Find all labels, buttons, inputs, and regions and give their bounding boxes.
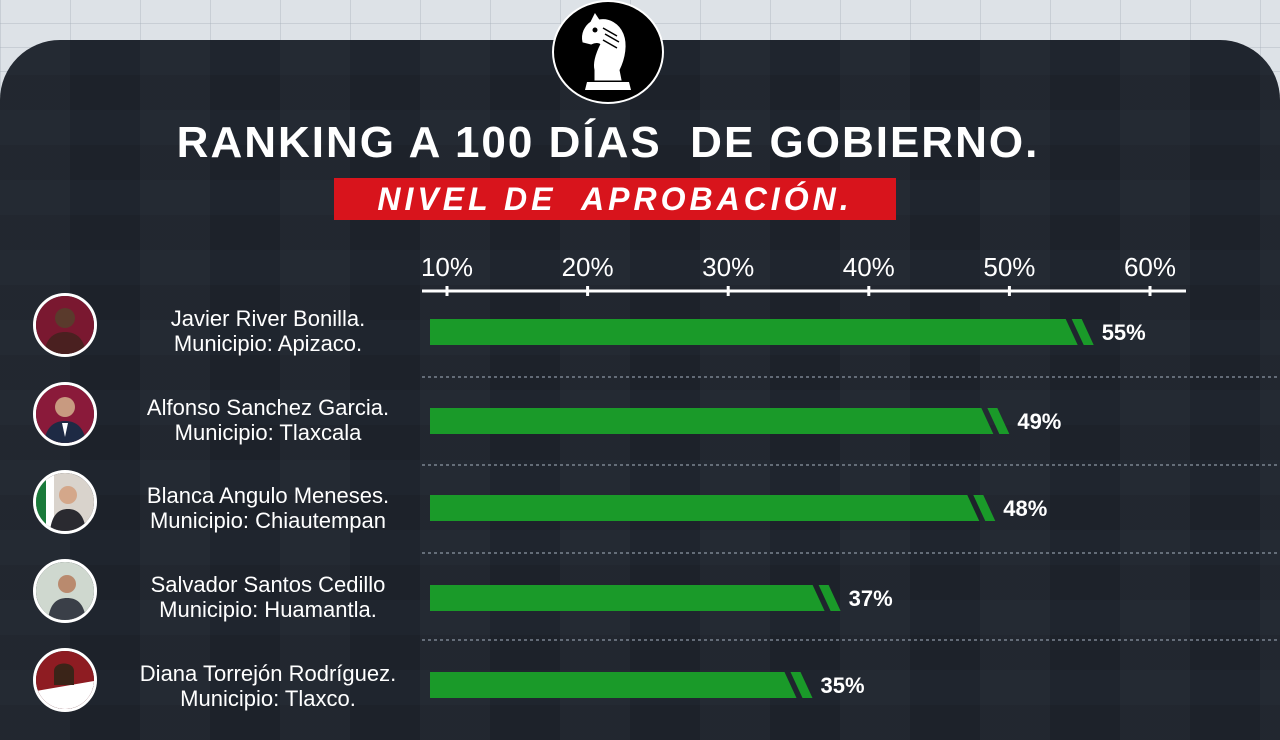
bar-value-label: 37% xyxy=(849,586,893,611)
approval-bar xyxy=(430,408,994,434)
page-title: RANKING A 100 DÍAS DE GOBIERNO. xyxy=(176,118,1040,167)
row-label-3: Blanca Angulo Meneses. Municipio: Chiaut… xyxy=(100,483,436,533)
person-avatar-icon xyxy=(36,296,94,354)
person-name: Alfonso Sanchez Garcia. xyxy=(146,395,390,420)
avatar-row-2 xyxy=(33,382,97,446)
bar-end-accent xyxy=(818,585,841,611)
bar-end-accent xyxy=(987,408,1010,434)
municipio-label: Municipio: Huamantla. xyxy=(159,597,377,622)
avatar-row-1 xyxy=(33,293,97,357)
bar-value-label: 49% xyxy=(1017,409,1061,434)
avatar-row-5 xyxy=(33,648,97,712)
approval-bar xyxy=(430,319,1078,345)
person-avatar-icon xyxy=(36,651,94,709)
bar-value-label: 48% xyxy=(1003,496,1047,521)
row-label-2: Alfonso Sanchez Garcia. Municipio: Tlaxc… xyxy=(100,395,436,445)
x-tick-label: 50% xyxy=(983,252,1035,282)
approval-bar xyxy=(430,495,980,521)
row-label-1: Javier River Bonilla. Municipio: Apizaco… xyxy=(100,306,436,356)
x-tick-label: 30% xyxy=(702,252,754,282)
x-tick-label: 20% xyxy=(562,252,614,282)
bar-end-accent xyxy=(790,672,813,698)
municipio-label: Municipio: Apizaco. xyxy=(173,331,363,356)
avatar-row-3 xyxy=(33,470,97,534)
bar-end-accent xyxy=(1071,319,1094,345)
person-avatar-icon xyxy=(36,473,94,531)
person-name: Javier River Bonilla. xyxy=(170,306,366,331)
person-name: Blanca Angulo Meneses. xyxy=(146,483,390,508)
bar-value-label: 35% xyxy=(821,673,865,698)
person-name: Salvador Santos Cedillo xyxy=(150,572,386,597)
x-tick-label: 40% xyxy=(843,252,895,282)
row-label-4: Salvador Santos Cedillo Municipio: Huama… xyxy=(100,572,436,622)
approval-bar xyxy=(430,585,825,611)
bar-value-label: 55% xyxy=(1102,320,1146,345)
chess-knight-icon xyxy=(582,13,631,90)
person-avatar-icon xyxy=(36,385,94,443)
row-label-5: Diana Torrejón Rodríguez. Municipio: Tla… xyxy=(100,661,436,711)
approval-bar-chart: 10% 20% 30% 40% 50% 60% 55% 49% 48% 37% 35% xyxy=(421,252,1280,698)
municipio-label: Municipio: Tlaxcala xyxy=(174,420,362,445)
subtitle-text: NIVEL DE APROBACIÓN. xyxy=(377,180,853,217)
x-tick-label: 10% xyxy=(421,252,473,282)
subtitle-banner: NIVEL DE APROBACIÓN. xyxy=(334,178,896,220)
approval-bar xyxy=(430,672,797,698)
main-panel xyxy=(0,40,1280,740)
person-name: Diana Torrejón Rodríguez. xyxy=(139,661,397,686)
chess-knight-logo xyxy=(552,0,664,104)
x-tick-label: 60% xyxy=(1124,252,1176,282)
avatar-row-4 xyxy=(33,559,97,623)
person-avatar-icon xyxy=(36,562,94,620)
municipio-label: Municipio: Chiautempan xyxy=(149,508,387,533)
municipio-label: Municipio: Tlaxco. xyxy=(180,686,356,711)
bar-end-accent xyxy=(973,495,996,521)
